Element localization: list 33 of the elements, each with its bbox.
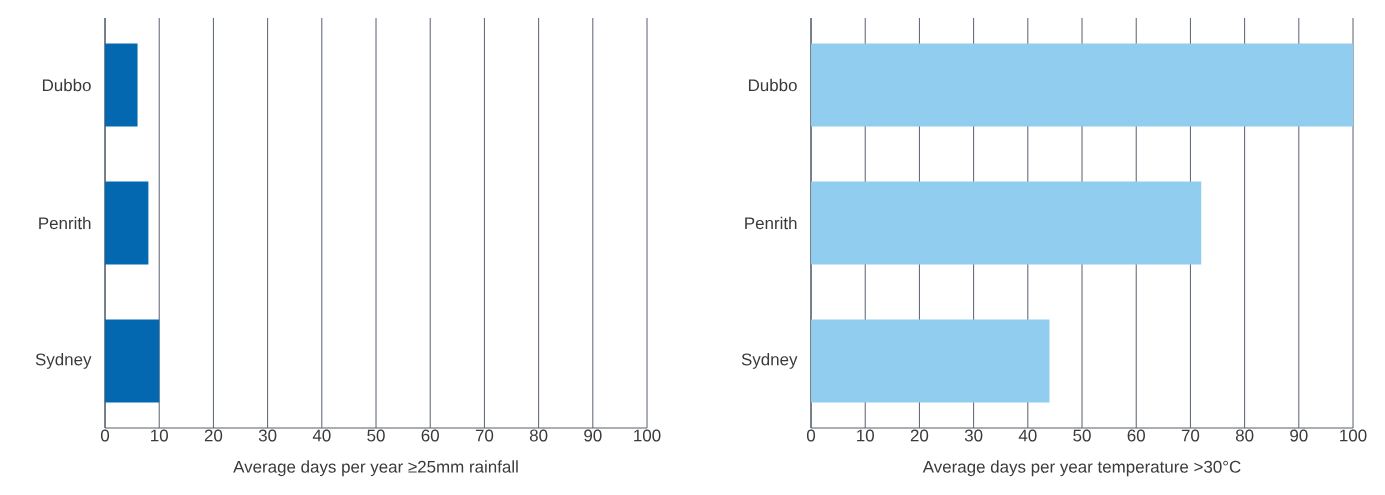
y-tick-label: Sydney: [741, 353, 798, 369]
bar: [811, 181, 1202, 265]
x-tick-label: 70: [475, 429, 494, 442]
x-tick-label: 40: [312, 429, 331, 442]
bar: [811, 43, 1354, 127]
x-tick-label: 80: [529, 429, 548, 442]
x-tick-label: 90: [1290, 429, 1308, 442]
x-tick-label: 30: [964, 429, 983, 442]
x-tick-label: 50: [367, 429, 385, 442]
x-tick-label: 10: [857, 429, 874, 442]
x-tick-label: 0: [806, 429, 816, 442]
x-tick-label: 0: [100, 429, 110, 442]
x-tick-label: 20: [910, 429, 929, 442]
y-tick-label: Dubbo: [748, 78, 797, 92]
x-tick-label: 60: [421, 429, 439, 442]
x-axis-title: Average days per year ≥25mm rainfall: [233, 460, 518, 477]
x-tick-label: 50: [1073, 429, 1091, 442]
x-tick-label: 100: [634, 429, 661, 442]
x-tick-label: 60: [1127, 429, 1145, 442]
y-tick-label: Penrith: [745, 216, 797, 230]
x-tick-label: 80: [1235, 429, 1254, 442]
x-axis-title: Average days per year temperature >30°C: [922, 460, 1241, 477]
y-tick-label: Sydney: [35, 353, 92, 369]
x-tick-label: 40: [1018, 429, 1037, 442]
x-tick-label: 20: [204, 429, 223, 442]
y-tick-label: Dubbo: [42, 78, 91, 92]
x-tick-label: 70: [1181, 429, 1200, 442]
y-tick-label: Penrith: [39, 216, 91, 230]
x-tick-label: 30: [258, 429, 277, 442]
x-tick-label: 10: [151, 429, 168, 442]
bar: [811, 319, 1050, 403]
x-tick-label: 100: [1340, 429, 1367, 442]
x-tick-label: 90: [584, 429, 602, 442]
